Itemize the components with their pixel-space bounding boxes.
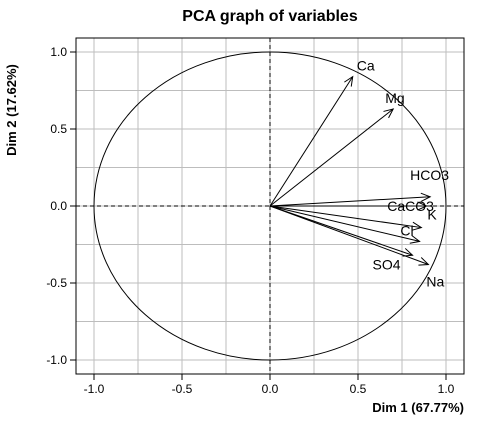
label-hco3: HCO3 bbox=[410, 167, 449, 183]
arrow-cl bbox=[269, 205, 420, 242]
arrow-k bbox=[269, 205, 422, 229]
arrowhead-hco3 bbox=[420, 192, 432, 202]
label-caco3: CaCO3 bbox=[387, 198, 434, 214]
x-tick-label: 0.0 bbox=[262, 382, 279, 396]
label-mg: Mg bbox=[385, 90, 404, 106]
arrowhead-ca bbox=[344, 75, 354, 87]
arrow-na bbox=[269, 205, 429, 265]
label-cl: Cl bbox=[400, 222, 413, 238]
tick-layer: -1.0 -1.0 -0.5 -0.5 0.0 0.0 0.5 0.5 1.0 1.0 bbox=[46, 45, 454, 396]
arrow-mg bbox=[269, 108, 394, 207]
arrow-hco3 bbox=[269, 196, 431, 207]
x-tick-label: 1.0 bbox=[438, 382, 455, 396]
y-tick-label: -0.5 bbox=[46, 276, 67, 290]
correlation-circle bbox=[93, 51, 447, 361]
label-so4: SO4 bbox=[373, 256, 401, 272]
y-tick-label: 0.0 bbox=[50, 199, 67, 213]
y-tick-label: 1.0 bbox=[50, 45, 67, 59]
arrow-ca bbox=[269, 76, 354, 207]
arrowhead-cl bbox=[409, 234, 421, 244]
arrow-so4 bbox=[269, 205, 413, 256]
arrowhead-k bbox=[411, 221, 423, 231]
x-axis-label: Dim 1 (67.77%) bbox=[372, 400, 464, 415]
arrowhead-mg bbox=[383, 108, 395, 119]
y-axis-label: Dim 2 (17.62%) bbox=[4, 64, 19, 156]
label-k: K bbox=[427, 207, 437, 223]
label-ca: Ca bbox=[357, 58, 375, 74]
arrowhead-caco3 bbox=[417, 201, 428, 211]
x-tick-label: -1.0 bbox=[84, 382, 105, 396]
y-tick-label: 0.5 bbox=[50, 122, 67, 136]
label-na: Na bbox=[426, 274, 444, 290]
x-tick-label: 0.5 bbox=[350, 382, 367, 396]
y-tick-label: -1.0 bbox=[46, 353, 67, 367]
chart-title: PCA graph of variables bbox=[182, 8, 358, 25]
x-tick-label: -0.5 bbox=[172, 382, 193, 396]
arrowhead-na bbox=[418, 257, 430, 266]
